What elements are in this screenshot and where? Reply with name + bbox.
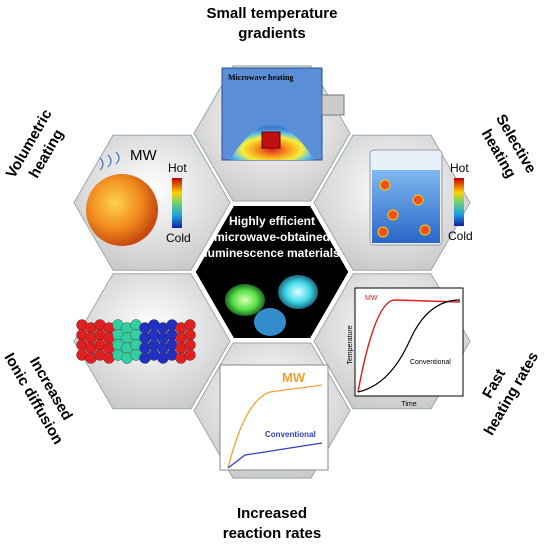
inner-text: Cold xyxy=(166,231,191,245)
reaction-plot: MW Conventional xyxy=(219,364,329,471)
feature-label: Increased xyxy=(237,505,307,522)
beaker-illustration: Hot Cold xyxy=(369,149,473,246)
inner-text: Hot xyxy=(450,161,469,175)
ion xyxy=(184,319,196,331)
ion xyxy=(184,329,196,341)
inner-text: MW xyxy=(282,370,306,385)
glow-samples xyxy=(225,275,318,336)
inner-text: Conventional xyxy=(265,430,316,439)
center-text: Highly efficient xyxy=(229,214,315,228)
feature-label: gradients xyxy=(238,25,306,42)
inner-text: Cold xyxy=(448,229,473,243)
inner-text: Temperature xyxy=(347,325,354,364)
inner-text: MW xyxy=(365,295,378,302)
oven-illustration: Microwave heating xyxy=(221,67,345,161)
inner-text: Conventional xyxy=(410,359,451,366)
sphere-illustration: MW Hot Cold xyxy=(86,147,191,246)
heating-plot: MW Temperature Time Conventional xyxy=(347,287,464,408)
center-text: microwave-obtained xyxy=(214,230,330,244)
inner-text: Microwave heating xyxy=(228,73,293,82)
ion xyxy=(184,349,196,361)
feature-label: Small temperature xyxy=(207,5,338,22)
ion xyxy=(184,339,196,351)
center-text: luminescence materials xyxy=(204,246,340,260)
inner-text: Time xyxy=(401,401,416,408)
ion-illustration xyxy=(76,319,196,364)
inner-text: MW xyxy=(130,147,157,164)
inner-text: Hot xyxy=(168,161,187,175)
feature-label: reaction rates xyxy=(223,525,321,542)
